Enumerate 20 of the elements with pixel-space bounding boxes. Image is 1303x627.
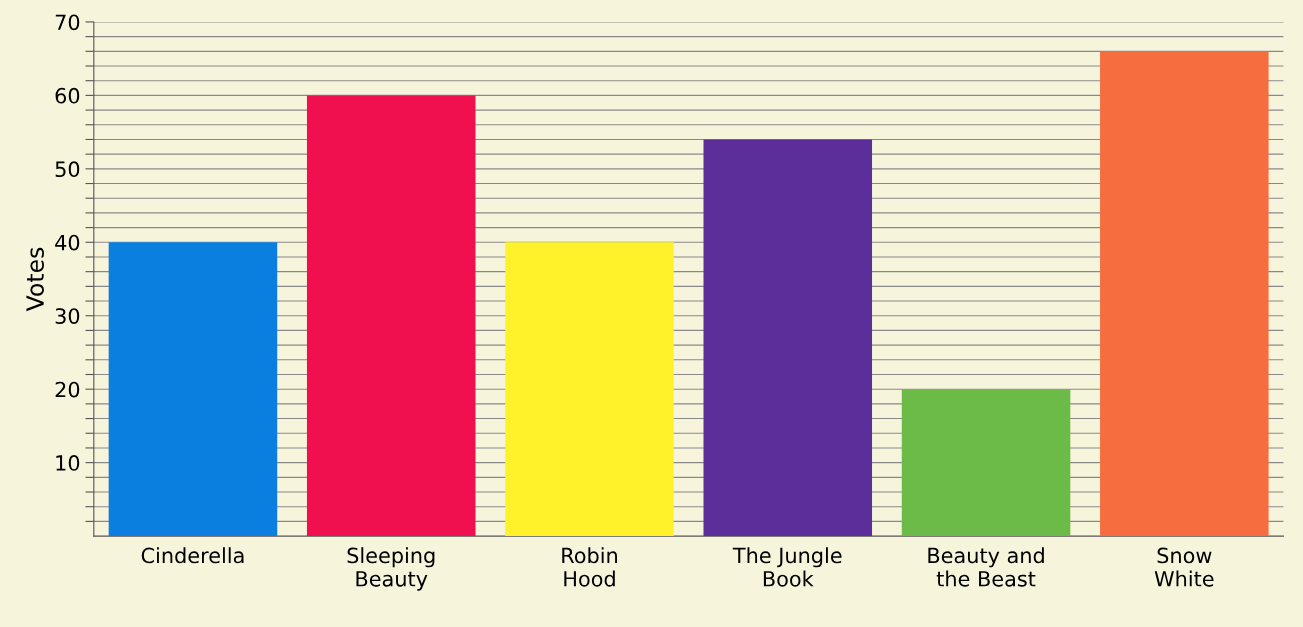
bar [108,242,278,537]
y-tick-label: 30 [55,308,80,324]
y-tick-label: 50 [55,161,80,178]
y-tick-label: 40 [55,234,80,251]
y-axis-title: Votes [26,247,44,312]
x-tick-label: Snow White [1154,547,1214,587]
y-tick-label: 70 [55,14,80,31]
bar [1100,51,1269,537]
x-tick-label: Sleeping Beauty [347,547,435,591]
x-tick-label: Cinderella [141,547,244,564]
y-tick-label: 20 [55,381,80,398]
bar [703,139,873,537]
x-tick-label: Beauty and the Beast [928,547,1044,587]
y-tick-label: 10 [56,455,80,471]
y-tick-label: 60 [55,87,80,104]
bar [901,389,1071,537]
bar [306,95,476,537]
bar [505,242,674,537]
x-tick-label: The Jungle Book [732,547,842,587]
x-tick-label: Robin Hood [562,547,617,587]
